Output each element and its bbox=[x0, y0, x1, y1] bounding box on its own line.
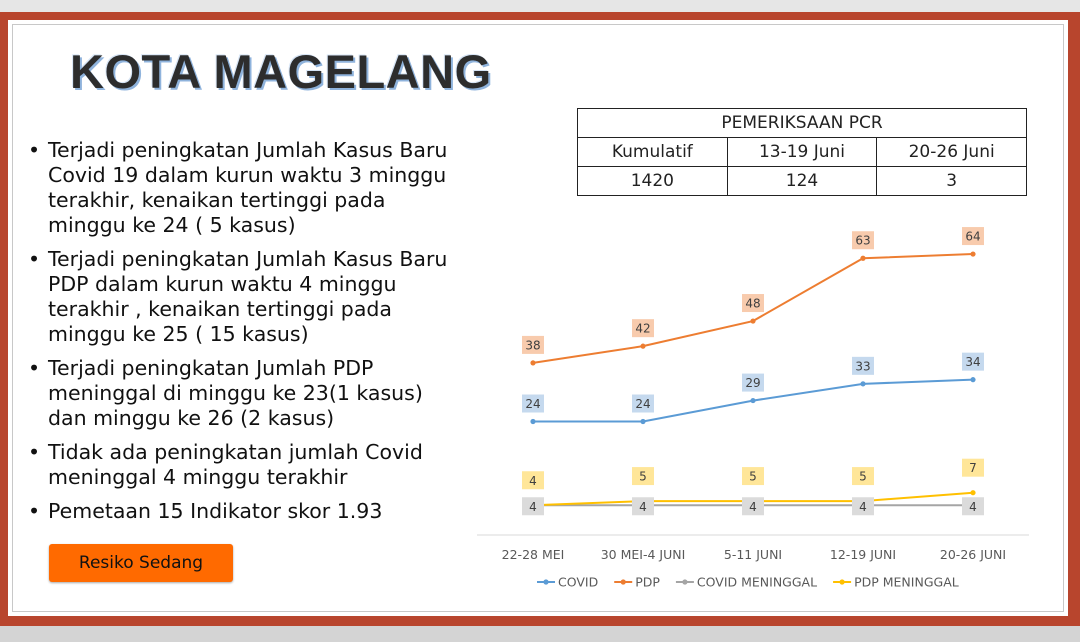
pcr-value-cell: 3 bbox=[876, 166, 1027, 196]
data-label: 64 bbox=[965, 230, 980, 244]
bullet-item: • Terjadi peningkatan Jumlah Kasus Baru C… bbox=[26, 138, 456, 238]
data-label: 4 bbox=[859, 500, 867, 514]
data-label-box bbox=[522, 497, 544, 516]
legend-marker bbox=[620, 579, 626, 585]
data-label: 4 bbox=[529, 474, 537, 488]
data-point bbox=[860, 381, 866, 387]
x-tick-label: 22-28 MEI bbox=[502, 547, 565, 562]
pcr-value-cell: 1420 bbox=[577, 166, 728, 196]
slide-frame: KOTA MAGELANG • Terjadi peningkatan Jumla… bbox=[0, 12, 1080, 626]
risk-badge-label: Resiko Sedang bbox=[78, 553, 204, 573]
data-point bbox=[970, 377, 976, 383]
pcr-table: PEMERIKSAAN PCR Kumulatif 13-19 Juni 20-… bbox=[577, 108, 1027, 196]
pcr-column-header: Kumulatif bbox=[577, 137, 728, 167]
data-label: 4 bbox=[969, 500, 977, 514]
bullet-item: • Terjadi peningkatan Jumlah Kasus Baru P… bbox=[26, 247, 456, 347]
data-point bbox=[640, 418, 646, 425]
data-label: 63 bbox=[855, 234, 870, 248]
data-label-box bbox=[962, 352, 984, 371]
data-point bbox=[530, 418, 536, 425]
pcr-table-header: PEMERIKSAAN PCR bbox=[577, 108, 1027, 138]
x-tick-label: 12-19 JUNI bbox=[830, 547, 896, 562]
data-label: 48 bbox=[745, 297, 760, 311]
data-label-box bbox=[852, 356, 874, 375]
legend-marker bbox=[543, 579, 549, 585]
data-label: 42 bbox=[635, 322, 650, 336]
pcr-table-values-row: 1420 124 3 bbox=[577, 166, 1027, 196]
bullet-dot: • bbox=[28, 440, 41, 464]
pcr-value-cell: 124 bbox=[726, 166, 878, 196]
data-point bbox=[970, 490, 976, 496]
legend-label: COVID bbox=[558, 575, 598, 590]
data-label-box bbox=[852, 467, 874, 486]
line-chart: 24 24 29 33 34 38 42 48 63 64 4 4 4 4 4 4 5 5 5 7 22-28 MEI 3… bbox=[477, 227, 1029, 590]
data-label-box bbox=[852, 497, 874, 516]
data-label-box bbox=[962, 227, 984, 246]
bullet-text: Terjadi peningkatan Jumlah Kasus Baru Co… bbox=[48, 138, 448, 237]
data-label: 34 bbox=[965, 355, 980, 369]
data-label: 4 bbox=[639, 500, 647, 514]
x-tick-label: 20-26 JUNI bbox=[940, 547, 1006, 562]
x-tick-label: 5-11 JUNI bbox=[724, 547, 782, 562]
pcr-column-header: 13-19 Juni bbox=[726, 137, 878, 167]
data-label-box bbox=[632, 394, 654, 413]
bullet-dot: • bbox=[28, 247, 41, 271]
data-label: 4 bbox=[529, 500, 537, 514]
data-label-box bbox=[632, 497, 654, 516]
data-label-box bbox=[742, 467, 764, 486]
data-point bbox=[750, 318, 756, 324]
data-label: 4 bbox=[749, 500, 757, 514]
data-point bbox=[750, 397, 756, 404]
data-label-box bbox=[742, 373, 764, 392]
legend-label: PDP bbox=[635, 575, 660, 590]
bullet-dot: • bbox=[28, 499, 41, 523]
data-label-box bbox=[742, 497, 764, 516]
data-label: 5 bbox=[749, 470, 757, 484]
data-label-box bbox=[522, 394, 544, 413]
risk-badge: Resiko Sedang bbox=[49, 544, 233, 582]
legend-label: COVID MENINGGAL bbox=[697, 575, 817, 590]
bullet-text: Tidak ada peningkatan jumlah Covid menin… bbox=[48, 440, 423, 489]
data-label-box bbox=[522, 335, 544, 354]
data-point bbox=[530, 360, 536, 366]
legend-marker bbox=[682, 579, 688, 585]
data-label: 33 bbox=[855, 359, 870, 373]
bullet-text: Terjadi peningkatan Jumlah PDP meninggal… bbox=[48, 356, 423, 430]
x-tick-label: 30 MEI-4 JUNI bbox=[601, 547, 686, 562]
data-label-box bbox=[632, 319, 654, 338]
legend-label: PDP MENINGGAL bbox=[854, 575, 959, 590]
bullet-item: • Pemetaan 15 Indikator skor 1.93 bbox=[26, 499, 456, 524]
bullet-item: • Tidak ada peningkatan jumlah Covid meni… bbox=[26, 440, 456, 490]
bullet-item: • Terjadi peningkatan Jumlah PDP meningga… bbox=[26, 356, 456, 431]
top-background-strip bbox=[0, 0, 1080, 12]
data-label: 24 bbox=[635, 397, 650, 411]
data-label-box bbox=[962, 458, 984, 477]
pcr-table-columns-row: Kumulatif 13-19 Juni 20-26 Juni bbox=[577, 137, 1027, 167]
data-point bbox=[860, 255, 866, 261]
data-label: 5 bbox=[859, 470, 867, 484]
data-label: 38 bbox=[525, 338, 540, 352]
bullet-list: • Terjadi peningkatan Jumlah Kasus Baru C… bbox=[26, 138, 456, 533]
bullet-dot: • bbox=[28, 138, 41, 162]
bullet-dot: • bbox=[28, 356, 41, 380]
slide: KOTA MAGELANG • Terjadi peningkatan Jumla… bbox=[8, 20, 1068, 616]
data-point bbox=[640, 343, 646, 349]
data-label: 5 bbox=[639, 470, 647, 484]
data-point bbox=[970, 251, 976, 257]
data-label-box bbox=[632, 467, 654, 486]
pcr-table-header-row: PEMERIKSAAN PCR bbox=[577, 108, 1027, 138]
data-label-box bbox=[742, 294, 764, 313]
bullet-text: Terjadi peningkatan Jumlah Kasus Baru PD… bbox=[48, 247, 448, 346]
data-label: 24 bbox=[525, 397, 540, 411]
pcr-column-header: 20-26 Juni bbox=[876, 137, 1027, 167]
data-label-box bbox=[852, 231, 874, 250]
data-label-box bbox=[522, 471, 544, 490]
bullet-text: Pemetaan 15 Indikator skor 1.93 bbox=[48, 499, 383, 523]
data-label: 7 bbox=[969, 461, 977, 475]
bottom-background-strip bbox=[0, 626, 1080, 642]
slide-title: KOTA MAGELANG bbox=[70, 45, 492, 98]
data-label-box bbox=[962, 497, 984, 516]
data-label: 29 bbox=[745, 376, 760, 390]
legend-marker bbox=[839, 579, 845, 585]
